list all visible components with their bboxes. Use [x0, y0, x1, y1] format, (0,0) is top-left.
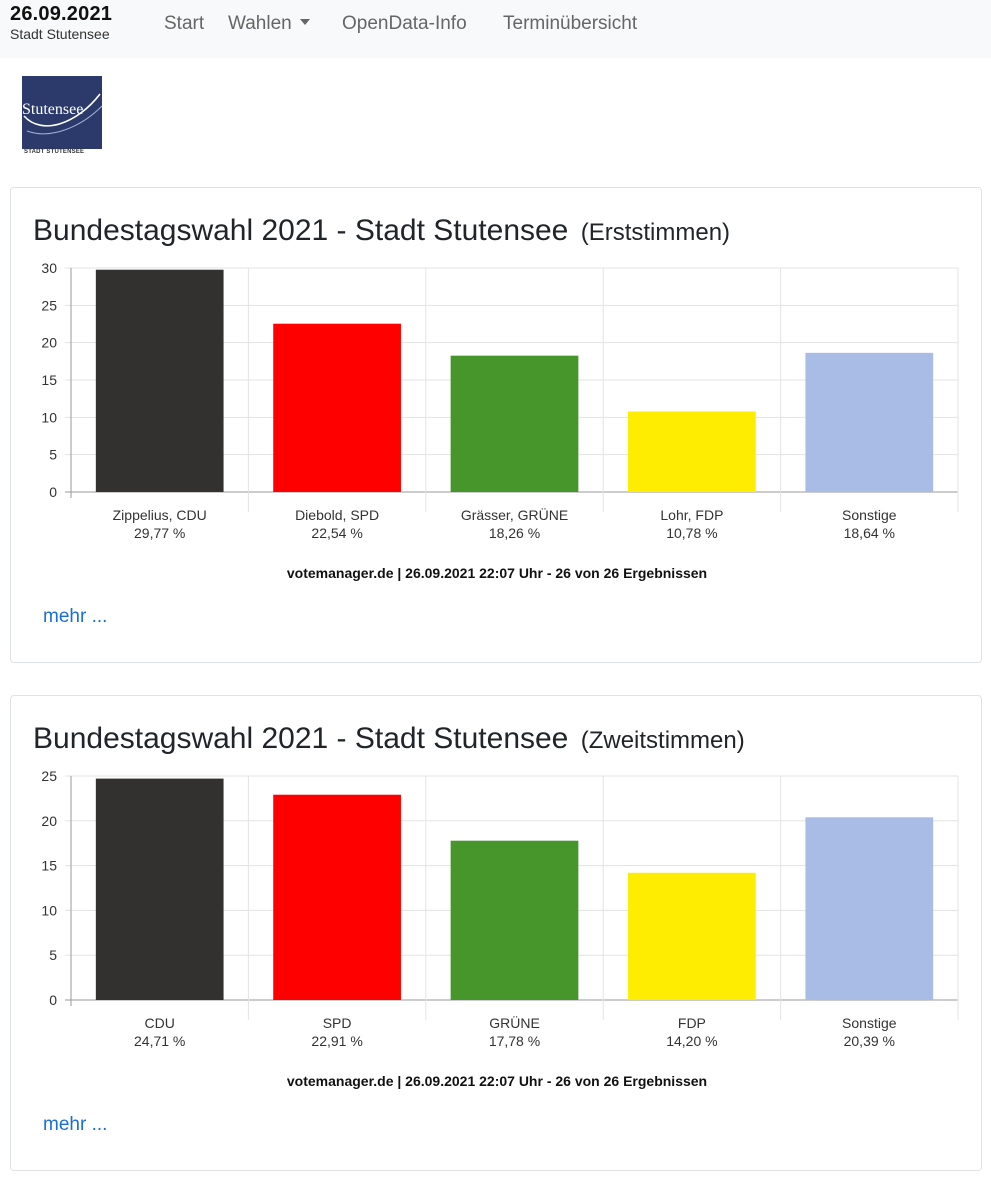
- bar-chart-erststimmen: 0 5 10 15 20 25 30 Zippelius, CDU 29,77 % Diebold…: [41, 260, 959, 541]
- nav-link-wahlen[interactable]: Wahlen: [228, 12, 310, 36]
- bar: [273, 794, 401, 1000]
- y-tick-label: 15: [41, 858, 57, 874]
- city-logo: Stutensee STADT STUTENSEE: [8, 74, 108, 158]
- x-category-label: GRÜNE: [489, 1014, 540, 1031]
- x-category-label: Zippelius, CDU: [113, 507, 207, 523]
- more-link[interactable]: mehr ...: [43, 606, 108, 627]
- y-tick-label: 0: [49, 992, 57, 1008]
- x-value-label: 22,91 %: [311, 1033, 362, 1049]
- x-value-label: 22,54 %: [311, 525, 362, 541]
- y-tick-label: 25: [41, 297, 57, 313]
- nav-link-start[interactable]: Start: [164, 13, 205, 34]
- nav-link-termine[interactable]: Terminübersicht: [503, 13, 638, 34]
- chart-source: votemanager.de | 26.09.2021 22:07 Uhr - …: [286, 1073, 708, 1089]
- y-tick-label: 25: [41, 768, 57, 784]
- bar: [805, 817, 934, 1000]
- card-subtitle: (Zweitstimmen): [580, 727, 745, 754]
- bar: [628, 872, 756, 1000]
- card-subtitle: (Erststimmen): [580, 219, 731, 246]
- result-card-zweitstimmen: Bundestagswahl 2021 - Stadt Stutensee (Z…: [10, 695, 982, 1171]
- card-title: Bundestagswahl 2021 - Stadt Stutensee (Z…: [33, 722, 745, 756]
- x-value-label: 29,77 %: [134, 525, 185, 541]
- bar-chart-zweitstimmen: 0 5 10 15 20 25 CDU 24,71 % SPD 22,91 % GRÜNE 17,78…: [41, 768, 959, 1049]
- navbar: 26.09.2021 Stadt Stutensee Start Wahlen …: [0, 0, 991, 58]
- x-category-label: Sonstige: [842, 1015, 897, 1031]
- brand[interactable]: 26.09.2021 Stadt Stutensee: [10, 2, 112, 42]
- y-tick-label: 15: [41, 372, 57, 388]
- x-category-label: FDP: [678, 1015, 706, 1031]
- logo-swoosh-icon: [23, 93, 102, 135]
- y-tick-label: 20: [41, 335, 57, 351]
- x-value-label: 10,78 %: [666, 525, 717, 541]
- nav-link-wahlen-label[interactable]: Wahlen: [228, 13, 292, 34]
- x-category-label: Diebold, SPD: [295, 507, 379, 523]
- brand-date[interactable]: 26.09.2021: [10, 3, 113, 25]
- y-tick-label: 20: [41, 813, 57, 829]
- card-title: Bundestagswahl 2021 - Stadt Stutensee (E…: [33, 214, 730, 248]
- chevron-down-icon[interactable]: [299, 19, 310, 25]
- x-category-label: Sonstige: [842, 507, 897, 523]
- x-value-label: 24,71 %: [134, 1033, 185, 1049]
- nav-link-opendata[interactable]: OpenData-Info: [342, 13, 467, 34]
- card-title-main: Bundestagswahl 2021 - Stadt Stutensee: [33, 214, 569, 247]
- x-value-label: 20,39 %: [844, 1033, 895, 1049]
- y-tick-label: 5: [49, 947, 57, 963]
- x-value-label: 18,64 %: [844, 525, 895, 541]
- brand-city[interactable]: Stadt Stutensee: [10, 26, 110, 42]
- bar: [450, 355, 579, 492]
- x-value-label: 18,26 %: [489, 525, 540, 541]
- y-tick-label: 0: [49, 484, 57, 500]
- x-category-label: SPD: [323, 1015, 352, 1031]
- y-tick-label: 30: [41, 260, 57, 276]
- card-title-main: Bundestagswahl 2021 - Stadt Stutensee: [33, 722, 569, 755]
- logo-badge: Stutensee: [22, 76, 102, 149]
- bar: [450, 840, 579, 1000]
- more-link[interactable]: mehr ...: [43, 1114, 108, 1135]
- bar: [805, 352, 934, 492]
- chart-source: votemanager.de | 26.09.2021 22:07 Uhr - …: [286, 565, 708, 581]
- y-tick-label: 10: [41, 902, 57, 918]
- x-category-label: Grässer, GRÜNE: [461, 506, 568, 523]
- x-category-label: CDU: [145, 1015, 175, 1031]
- x-value-label: 14,20 %: [666, 1033, 717, 1049]
- y-tick-label: 5: [49, 447, 57, 463]
- logo-caption: STADT STUTENSEE: [24, 149, 85, 155]
- bar: [95, 778, 224, 1000]
- result-card-erststimmen: Bundestagswahl 2021 - Stadt Stutensee (E…: [10, 187, 982, 663]
- bar: [273, 323, 401, 492]
- y-tick-label: 10: [41, 409, 57, 425]
- logo-name: Stutensee: [22, 101, 84, 118]
- x-category-label: Lohr, FDP: [660, 507, 723, 523]
- bar: [95, 269, 224, 492]
- x-value-label: 17,78 %: [489, 1033, 540, 1049]
- bar: [628, 411, 756, 492]
